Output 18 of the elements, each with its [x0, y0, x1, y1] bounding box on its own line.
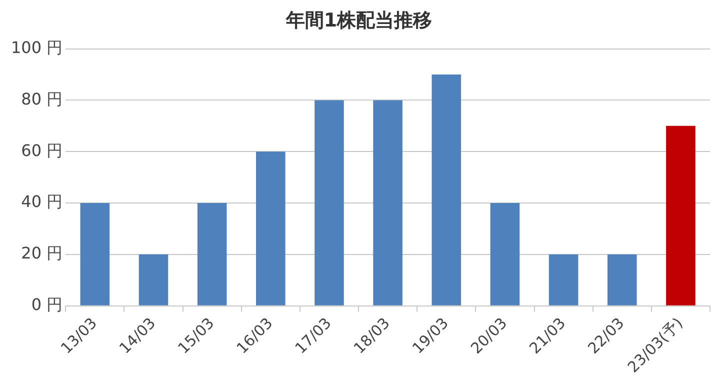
- bar: [607, 254, 637, 306]
- chart-title: 年間1株配当推移: [284, 9, 432, 32]
- bar: [373, 100, 402, 306]
- bar: [666, 126, 696, 306]
- y-tick-label: 60 円: [21, 140, 63, 160]
- y-tick-label: 100 円: [11, 38, 63, 57]
- y-tick-label: 40 円: [21, 192, 63, 212]
- bar: [256, 152, 286, 306]
- bar: [548, 254, 578, 306]
- y-tick-label: 80 円: [21, 89, 63, 108]
- bar: [138, 254, 168, 306]
- y-tick-label: 0 円: [31, 294, 63, 314]
- y-tick-label: 20 円: [21, 244, 63, 263]
- bar: [314, 100, 344, 306]
- bar: [432, 74, 462, 306]
- bar: [490, 203, 520, 306]
- bar: [197, 203, 227, 306]
- bar: [80, 203, 110, 306]
